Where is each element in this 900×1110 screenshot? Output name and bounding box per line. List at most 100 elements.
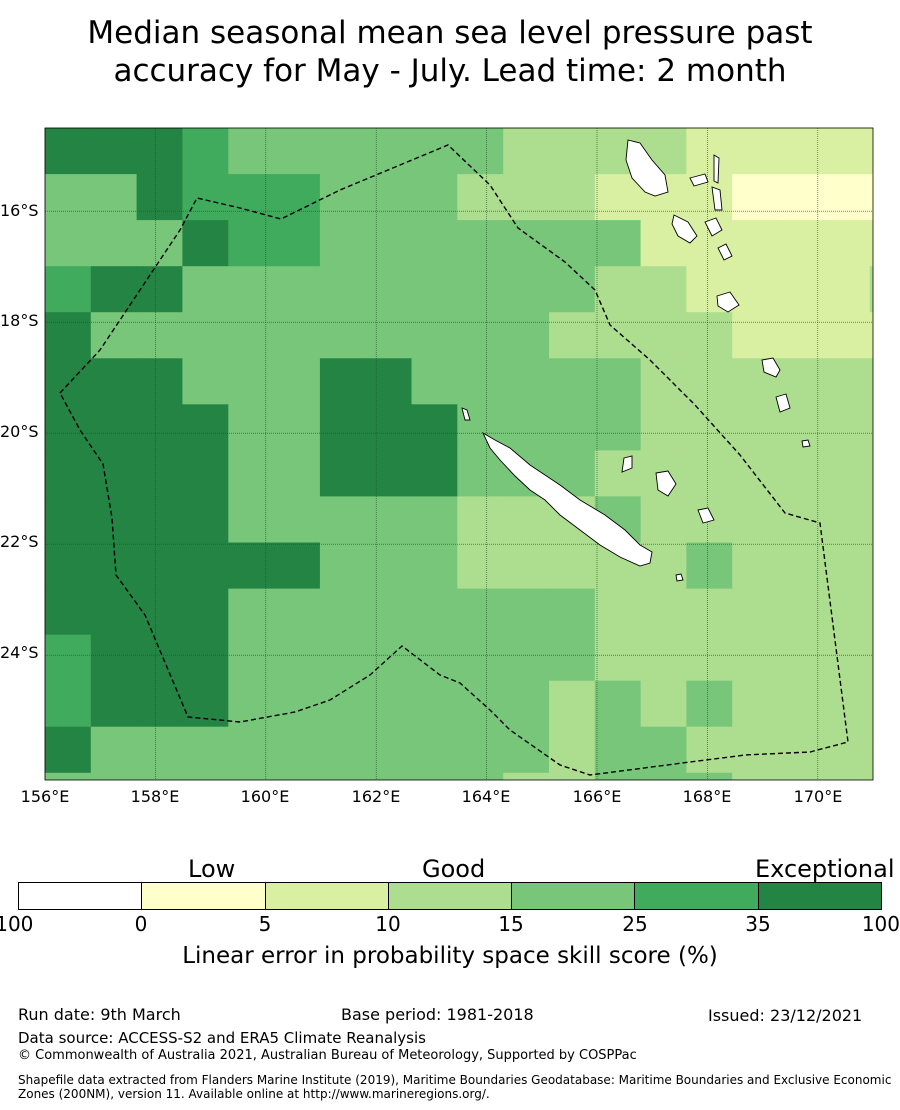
heatmap-cell (869, 358, 873, 405)
heatmap-cell (136, 588, 183, 636)
heatmap-cell (365, 496, 413, 544)
heatmap-cell (274, 542, 321, 590)
lon-label-170e: 170°E (793, 787, 843, 806)
heatmap-cell (732, 588, 779, 636)
eez-boundary (59, 144, 849, 776)
heatmap-cell (503, 358, 550, 405)
heatmap-cell (319, 312, 367, 359)
heatmap-cell (90, 496, 138, 544)
heatmap-cell (319, 128, 367, 175)
heatmap-cell (594, 772, 642, 780)
colorbar-segment-6 (635, 883, 759, 909)
heatmap-cell (686, 680, 733, 728)
heatmap-cell (45, 726, 92, 774)
small-island-3 (461, 407, 471, 421)
heatmap-cell (823, 358, 871, 405)
heatmap-cell (640, 726, 687, 774)
heatmap-cell (274, 634, 321, 682)
heatmap-cell (732, 404, 779, 451)
heatmap-cell (594, 220, 642, 267)
heatmap-cell (640, 588, 687, 636)
heatmap-cell (182, 588, 229, 636)
heatmap-cell (594, 312, 642, 359)
lon-label-166e: 166°E (572, 787, 622, 806)
data-source: Data source: ACCESS-S2 and ERA5 Climate … (18, 1029, 426, 1047)
heatmap-cell (228, 450, 275, 498)
heatmap-cell (457, 726, 504, 774)
heatmap-cell (549, 174, 596, 221)
heatmap-cell (732, 680, 779, 728)
legend-category-low: Low (188, 855, 236, 883)
heatmap-cell (411, 496, 458, 544)
heatmap-cell (228, 588, 275, 636)
heatmap-cell (594, 404, 642, 451)
base-period: Base period: 1981-2018 (341, 1005, 534, 1024)
heatmap-cell (457, 680, 504, 728)
heatmap-cell (365, 680, 413, 728)
lat-label-16s: 16°S (0, 201, 39, 220)
heatmap-cell (274, 128, 321, 175)
heatmap-cell (869, 450, 873, 498)
heatmap-cell (411, 266, 458, 313)
colorbar-tick-35: 35 (745, 912, 771, 936)
heatmap-cell (457, 588, 504, 636)
heatmap-cell (45, 220, 92, 267)
colorbar-tick-100: 100 (861, 912, 900, 936)
heatmap-cell (411, 588, 458, 636)
heatmap-cell (228, 772, 275, 780)
heatmap-cell (686, 542, 733, 590)
heatmap-cell (457, 220, 504, 267)
heatmap-cell (732, 496, 779, 544)
loyalty-island-5 (697, 507, 715, 524)
colorbar-segment-1 (19, 883, 143, 909)
heatmap-cell (45, 496, 92, 544)
heatmap-cell (274, 680, 321, 728)
heatmap-cell (411, 542, 458, 590)
heatmap-cell (778, 772, 825, 780)
heatmap-cell (228, 726, 275, 774)
heatmap-cell (457, 496, 504, 544)
heatmap-cell (136, 726, 183, 774)
heatmap-cell (411, 450, 458, 498)
heatmap-cell (778, 450, 825, 498)
heatmap-cell (686, 634, 733, 682)
heatmap-cell (778, 312, 825, 359)
colorbar-tick-10: 10 (375, 912, 401, 936)
heatmap-cell (182, 450, 229, 498)
heatmap-cell (778, 542, 825, 590)
heatmap-cell (778, 588, 825, 636)
heatmap-cell (732, 634, 779, 682)
heatmap-cell (274, 266, 321, 313)
heatmap-cell (274, 220, 321, 267)
heatmap-cell (778, 680, 825, 728)
heatmap-cell (365, 174, 413, 221)
heatmap-cell (686, 404, 733, 451)
heatmap-cell (228, 174, 275, 221)
heatmap-cell (823, 726, 871, 774)
heatmap-cell (457, 542, 504, 590)
heatmap-cell (136, 220, 183, 267)
heatmap-cell (823, 174, 871, 221)
heatmap-cell (823, 450, 871, 498)
vanuatu-island-1 (713, 154, 720, 184)
heatmap-cell (319, 634, 367, 682)
heatmap-cell (90, 358, 138, 405)
heatmap-cell (823, 496, 871, 544)
colorbar-segment-2 (142, 883, 266, 909)
heatmap-cell (90, 220, 138, 267)
heatmap-cell (503, 772, 550, 780)
heatmap-cell (732, 128, 779, 175)
heatmap-cell (549, 772, 596, 780)
heatmap-cell (182, 772, 229, 780)
vanuatu-island-3 (671, 214, 698, 244)
heatmap-cell (457, 128, 504, 175)
heatmap-cell (503, 634, 550, 682)
colorbar-tick-5: 5 (258, 912, 272, 936)
heatmap-cell (136, 358, 183, 405)
heatmap-cell (365, 266, 413, 313)
heatmap-cell (136, 266, 183, 313)
heatmap-cell (869, 266, 873, 313)
title-line-2: accuracy for May - July. Lead time: 2 mo… (113, 53, 787, 89)
run-date: Run date: 9th March (18, 1005, 181, 1024)
heatmap-cell (503, 726, 550, 774)
